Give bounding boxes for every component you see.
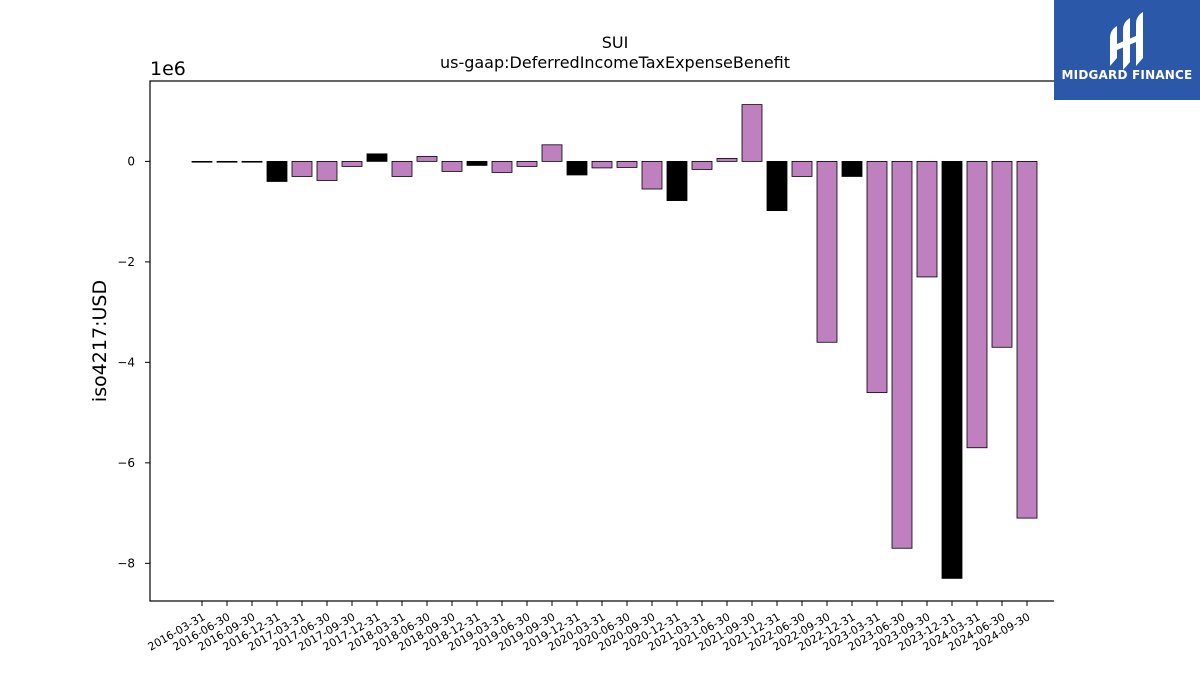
chart-subtitle: us-gaap:DeferredIncomeTaxExpenseBenefit [440,53,790,72]
bar-2023-06-30 [891,160,913,549]
y-tick-label: −6 [117,456,135,470]
logo-text: MIDGARD FINANCE [1061,68,1193,82]
bar-2021-09-30 [741,104,763,162]
bars-group [191,104,1038,579]
bar-2023-12-31 [941,160,963,579]
bar-2024-06-30 [991,160,1013,348]
y-tick-label: −4 [117,355,135,369]
bar-2017-03-31 [291,160,313,177]
bar-2023-09-30 [916,160,938,278]
bar-2024-09-30 [1016,160,1038,519]
bar-2022-09-30 [816,160,838,343]
bar-2019-06-30 [516,160,538,167]
x-axis-ticks: 2016-03-312016-06-302016-09-302016-12-31… [146,601,1033,654]
bar-2021-03-31 [691,160,713,170]
bar-2018-12-31 [466,160,488,166]
bar-2019-12-31 [566,160,588,176]
bar-2021-06-30 [716,157,738,162]
brand-logo: MIDGARD FINANCE [1054,0,1200,100]
bar-2017-09-30 [341,160,363,167]
bar-2016-09-30 [241,160,263,163]
bar-chart: SUI us-gaap:DeferredIncomeTaxExpenseBene… [89,33,1054,654]
bar-2021-12-31 [766,160,788,212]
bar-2020-06-30 [616,160,638,168]
bar-2022-06-30 [791,160,813,177]
bar-2023-03-31 [866,160,888,393]
bar-2019-09-30 [541,144,563,162]
bar-2017-12-31 [366,153,388,162]
y-tick-label: −2 [117,255,135,269]
midgard-logo-icon [1110,12,1143,70]
y-axis-label: iso4217:USD [89,280,111,402]
y-axis-ticks: 0 −2 −4 −6 −8 [117,154,150,570]
y-scale-label: 1e6 [150,58,186,80]
bar-2024-03-31 [966,160,988,449]
bar-2016-12-31 [266,160,288,182]
plot-frame [149,80,1054,602]
bar-2018-09-30 [441,160,463,172]
bar-2016-03-31 [191,160,213,163]
bar-2019-03-31 [491,160,513,173]
y-tick-label: −8 [117,556,135,570]
bar-2016-06-30 [216,160,238,163]
bar-2018-03-31 [391,160,413,177]
bar-2020-12-31 [666,160,688,201]
y-tick-label: 0 [127,154,135,168]
bar-2022-12-31 [841,160,863,177]
bar-2020-09-30 [641,160,663,190]
bar-2017-06-30 [316,160,338,181]
bar-2020-03-31 [591,160,613,169]
bar-2018-06-30 [416,155,438,162]
chart-title: SUI [602,33,629,52]
